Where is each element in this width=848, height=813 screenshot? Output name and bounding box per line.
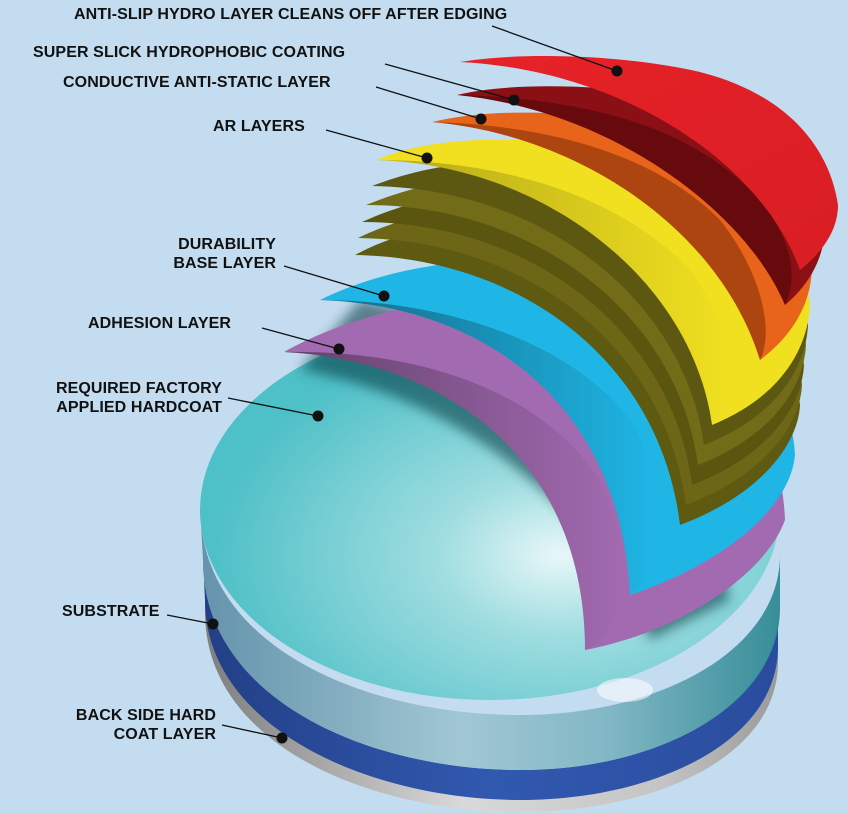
label-durability-line1: DURABILITY: [178, 236, 276, 253]
leader-lines: [166, 25, 618, 739]
label-super-slick: SUPER SLICK HYDROPHOBIC COATING: [33, 44, 346, 61]
label-anti-slip: ANTI-SLIP HYDRO LAYER CLEANS OFF AFTER E…: [74, 6, 508, 23]
label-hardcoat: REQUIRED FACTORY APPLIED HARDCOAT: [8, 379, 222, 417]
label-backside-line1: BACK SIDE HARD: [75, 707, 216, 724]
label-hardcoat-line1: REQUIRED FACTORY: [55, 380, 222, 397]
label-hardcoat-line2: APPLIED HARDCOAT: [56, 399, 222, 416]
glass-edge-shape: [200, 505, 780, 770]
substrate-layer-shape: [203, 560, 778, 800]
label-backside: BACK SIDE HARD COAT LAYER: [20, 706, 216, 744]
label-durability: DURABILITY BASE LAYER: [128, 235, 276, 273]
label-substrate: SUBSTRATE: [62, 603, 160, 620]
label-durability-line2: BASE LAYER: [173, 255, 276, 272]
label-conductive: CONDUCTIVE ANTI-STATIC LAYER: [63, 74, 331, 91]
anti-slip-layer-shape: [460, 56, 838, 271]
label-backside-line2: COAT LAYER: [113, 726, 216, 743]
label-ar-layers: AR LAYERS: [213, 118, 305, 135]
anchor-dots: [207, 65, 623, 744]
label-adhesion: ADHESION LAYER: [88, 315, 232, 332]
